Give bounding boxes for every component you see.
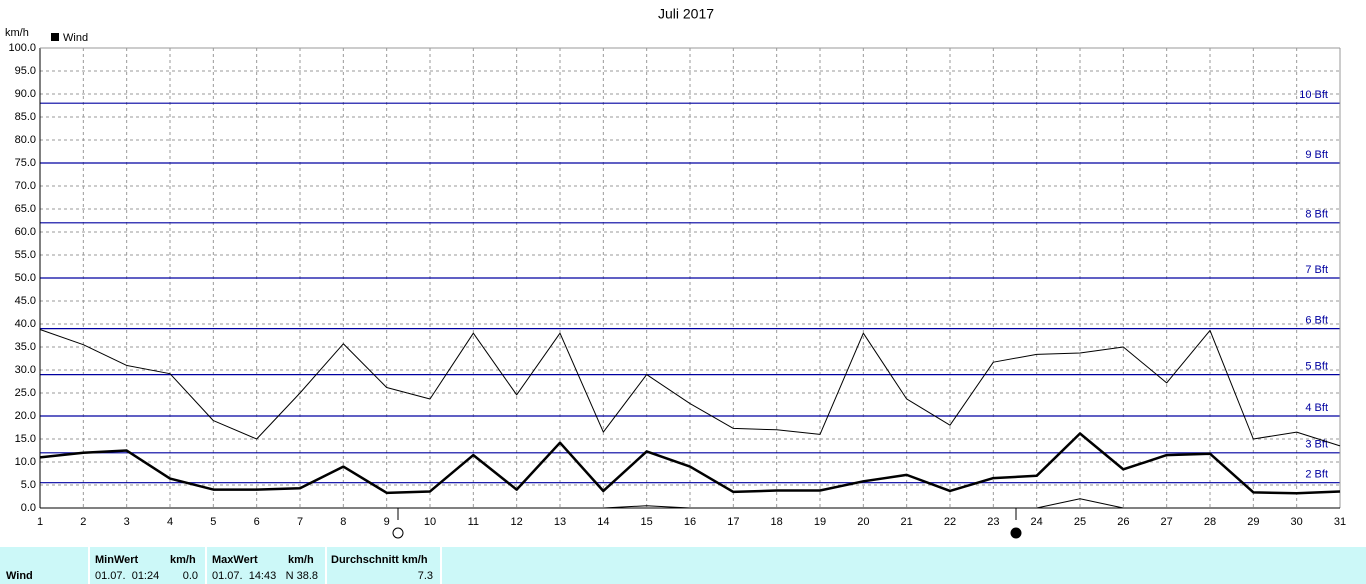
x-tick-label: 11 bbox=[468, 516, 479, 528]
header: MinWert bbox=[95, 554, 139, 566]
cell: 0.0 bbox=[182, 570, 198, 582]
x-tick-label: 30 bbox=[1291, 516, 1303, 528]
header: km/h bbox=[170, 554, 196, 566]
y-tick-label: 90.0 bbox=[15, 88, 36, 100]
y-axis-label: km/h bbox=[5, 27, 29, 39]
x-tick-label: 18 bbox=[771, 516, 783, 528]
separator bbox=[205, 547, 207, 584]
y-tick-label: 65.0 bbox=[15, 203, 36, 215]
y-tick-label: 5.0 bbox=[21, 479, 36, 491]
bft-label: 6 Bft bbox=[1305, 315, 1328, 327]
x-tick-label: 26 bbox=[1117, 516, 1129, 528]
x-tick-label: 16 bbox=[684, 516, 696, 528]
x-tick-label: 3 bbox=[124, 516, 130, 528]
chart-title: Juli 2017 bbox=[658, 6, 714, 22]
y-tick-label: 25.0 bbox=[15, 387, 36, 399]
x-tick-label: 31 bbox=[1334, 516, 1346, 528]
header: MaxWert bbox=[212, 554, 258, 566]
x-tick-label: 4 bbox=[167, 516, 173, 528]
y-tick-label: 40.0 bbox=[15, 318, 36, 330]
x-tick-label: 17 bbox=[727, 516, 739, 528]
x-tick-label: 28 bbox=[1204, 516, 1216, 528]
x-tick-label: 9 bbox=[384, 516, 390, 528]
full-moon-icon bbox=[392, 527, 404, 539]
data-line bbox=[39, 329, 1341, 447]
new-moon-icon bbox=[1010, 527, 1022, 539]
bft-label: 3 Bft bbox=[1305, 439, 1328, 451]
x-tick-label: 29 bbox=[1247, 516, 1259, 528]
y-tick-label: 45.0 bbox=[15, 295, 36, 307]
legend-label: Wind bbox=[63, 32, 88, 44]
x-tick-label: 8 bbox=[340, 516, 346, 528]
y-tick-label: 55.0 bbox=[15, 249, 36, 261]
y-tick-label: 60.0 bbox=[15, 226, 36, 238]
x-tick-label: 24 bbox=[1031, 516, 1043, 528]
separator bbox=[440, 547, 442, 584]
data-line bbox=[40, 498, 1340, 509]
bft-label: 10 Bft bbox=[1299, 89, 1328, 101]
x-tick-label: 14 bbox=[597, 516, 609, 528]
x-tick-label: 1 bbox=[37, 516, 43, 528]
y-tick-label: 75.0 bbox=[15, 157, 36, 169]
y-tick-label: 80.0 bbox=[15, 134, 36, 146]
y-tick-label: 30.0 bbox=[15, 364, 36, 376]
y-tick-label: 35.0 bbox=[15, 341, 36, 353]
x-tick-label: 23 bbox=[987, 516, 999, 528]
x-tick-label: 10 bbox=[424, 516, 436, 528]
cell: 01.07. 01:24 bbox=[95, 570, 160, 582]
bft-label: 2 Bft bbox=[1305, 469, 1328, 481]
stats-table: Wind MinWert km/h MaxWert km/h Durchschn… bbox=[0, 547, 1366, 584]
x-tick-label: 22 bbox=[944, 516, 956, 528]
y-tick-label: 15.0 bbox=[15, 433, 36, 445]
x-tick-label: 2 bbox=[80, 516, 86, 528]
header: Durchschnitt km/h bbox=[331, 554, 428, 566]
y-tick-label: 70.0 bbox=[15, 180, 36, 192]
x-tick-label: 15 bbox=[641, 516, 653, 528]
x-tick-label: 6 bbox=[254, 516, 260, 528]
y-tick-label: 10.0 bbox=[15, 456, 36, 468]
separator bbox=[325, 547, 327, 584]
x-tick-label: 20 bbox=[857, 516, 869, 528]
x-tick-label: 21 bbox=[901, 516, 913, 528]
y-tick-label: 100.0 bbox=[8, 42, 36, 54]
x-tick-label: 19 bbox=[814, 516, 826, 528]
y-tick-label: 20.0 bbox=[15, 410, 36, 422]
row-label: Wind bbox=[6, 570, 33, 582]
y-tick-label: 85.0 bbox=[15, 111, 36, 123]
chart: Juli 2017 km/h Wind 0.05.010.015.020.025… bbox=[5, 6, 1346, 539]
x-tick-label: 7 bbox=[297, 516, 303, 528]
x-tick-label: 27 bbox=[1161, 516, 1173, 528]
cell: 01.07. 14:43 bbox=[212, 570, 277, 582]
cell: 7.3 bbox=[417, 570, 433, 582]
bft-label: 8 Bft bbox=[1305, 209, 1328, 221]
header: km/h bbox=[288, 554, 314, 566]
x-tick-label: 12 bbox=[511, 516, 523, 528]
y-tick-label: 0.0 bbox=[21, 502, 36, 514]
x-tick-label: 25 bbox=[1074, 516, 1086, 528]
bft-label: 9 Bft bbox=[1305, 149, 1328, 161]
x-tick-label: 13 bbox=[554, 516, 566, 528]
bft-label: 7 Bft bbox=[1305, 264, 1328, 276]
bft-label: 4 Bft bbox=[1305, 402, 1328, 414]
legend-swatch bbox=[51, 33, 59, 41]
data-line bbox=[39, 432, 1341, 495]
separator bbox=[88, 547, 90, 584]
bft-label: 5 Bft bbox=[1305, 361, 1328, 373]
y-tick-label: 50.0 bbox=[15, 272, 36, 284]
y-tick-label: 95.0 bbox=[15, 65, 36, 77]
x-tick-label: 5 bbox=[210, 516, 216, 528]
cell: N 38.8 bbox=[285, 570, 318, 582]
